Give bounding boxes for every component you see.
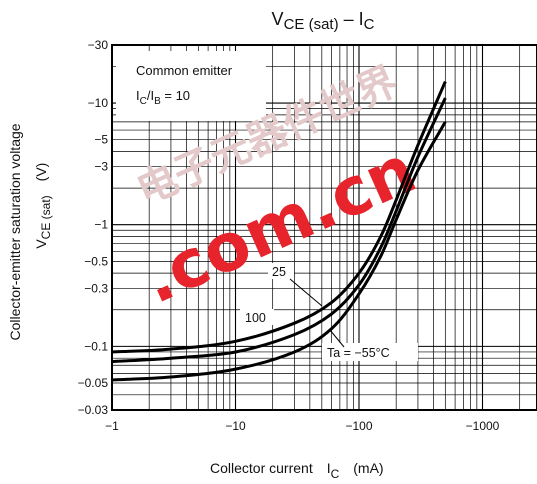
y-axis-label: Collector-emitter saturation voltage [7, 123, 23, 340]
series-label-m55: Ta = −55°C [327, 346, 390, 360]
series-line-1 [111, 97, 447, 364]
label-bg-100 [240, 309, 274, 325]
x-tick-label: −1000 [466, 419, 500, 433]
leader-m55 [329, 329, 345, 348]
x-tick-label: −1 [105, 419, 119, 433]
series-line-2 [111, 121, 447, 382]
series-label-100: 100 [245, 311, 266, 325]
y-tick-label: −0.5 [84, 254, 108, 268]
leader-25 [289, 278, 323, 307]
y-tick-label: −0.1 [84, 339, 108, 353]
y-tick-label: −3 [94, 160, 108, 174]
annotation-box [116, 51, 266, 121]
y-axis-unit: (V) [33, 163, 49, 182]
x-axis-label: Collector current IC (mA) [210, 460, 384, 481]
y-tick-label: −1 [94, 218, 108, 232]
annotation-line2: IC/IB = 10 [136, 88, 190, 107]
y-tick-label: −0.03 [78, 403, 109, 417]
chart-title: VCE (sat) – IC [272, 9, 375, 33]
y-tick-label: −5 [94, 133, 108, 147]
y-tick-label: −0.3 [84, 281, 108, 295]
y-axis-symbol: VCE (sat) [33, 195, 53, 248]
label-leaders [289, 278, 345, 348]
y-tick-label: −0.05 [78, 376, 109, 390]
x-tick-label: −100 [345, 419, 372, 433]
data-series [111, 81, 447, 382]
tick-labels: −1 −10 −100 −1000 −0.03 −0.05 −0.1 −0.3 −0.5 −1 −3… [78, 38, 500, 433]
x-tick-label: −10 [225, 419, 246, 433]
y-tick-label: −10 [88, 96, 109, 110]
series-line-0 [111, 81, 447, 354]
plot-frame [111, 44, 537, 411]
y-tick-label: −30 [88, 38, 109, 52]
annotation-line1: Common emitter [136, 63, 233, 78]
label-bg-25 [268, 263, 294, 279]
series-label-25: 25 [272, 265, 286, 279]
label-bg-m55 [322, 343, 418, 361]
